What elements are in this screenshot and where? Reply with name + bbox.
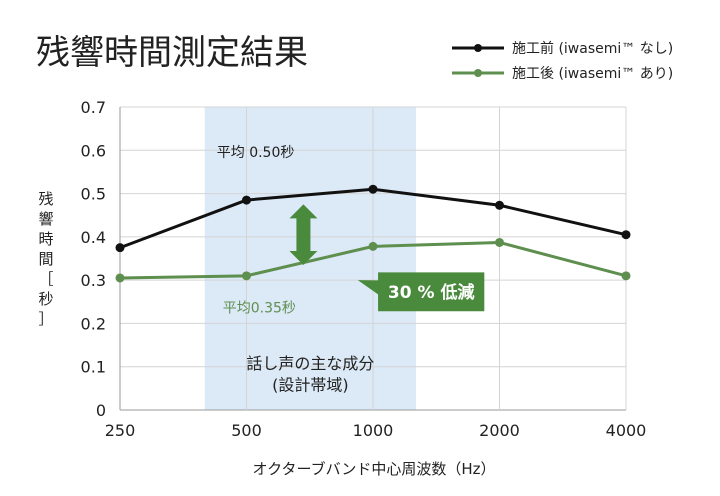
x-tick-label: 4000 bbox=[606, 421, 647, 440]
band-label-line2: (設計帯域) bbox=[272, 376, 349, 395]
reduction-double-arrow bbox=[289, 204, 318, 265]
x-ticks: 250 500 1000 2000 4000 bbox=[105, 421, 647, 440]
y-axis-label-char: 時 bbox=[38, 230, 53, 248]
band-label-line1: 話し声の主な成分 bbox=[246, 354, 374, 373]
y-tick-label: 0.1 bbox=[81, 358, 106, 377]
reduction-badge bbox=[357, 272, 485, 312]
data-point bbox=[115, 273, 125, 283]
series-group bbox=[115, 184, 631, 283]
y-tick-label: 0.4 bbox=[81, 228, 106, 247]
y-axis-label-char: 残 bbox=[38, 190, 53, 208]
data-point bbox=[621, 271, 631, 281]
legend-label-before: 施工前 (iwasemi™ なし) bbox=[512, 40, 673, 57]
data-point bbox=[621, 230, 631, 240]
y-axis-label-char: 響 bbox=[38, 210, 53, 228]
data-point bbox=[368, 241, 378, 251]
data-point bbox=[368, 184, 378, 194]
y-ticks: 0 0.1 0.2 0.3 0.4 0.5 0.6 0.7 bbox=[81, 98, 106, 420]
data-point bbox=[242, 195, 251, 205]
chart-title: 残響時間測定結果 bbox=[36, 33, 308, 73]
data-point bbox=[242, 271, 251, 281]
x-tick-label: 1000 bbox=[353, 421, 394, 440]
x-tick-label: 500 bbox=[231, 421, 262, 440]
reduction-badge-label: 30 % 低減 bbox=[388, 282, 475, 303]
design-band bbox=[204, 107, 417, 410]
x-tick-label: 2000 bbox=[479, 421, 520, 440]
average-before-label: 平均 0.50秒 bbox=[217, 145, 295, 161]
y-axis-label-char: 秒 bbox=[38, 290, 53, 308]
y-tick-label: 0 bbox=[96, 401, 106, 420]
y-axis-label-char: ］ bbox=[38, 310, 53, 328]
average-after-label: 平均0.35秒 bbox=[223, 301, 296, 317]
y-tick-label: 0.3 bbox=[81, 271, 106, 290]
x-axis-label: オクターブバンド中心周波数（Hz） bbox=[252, 460, 495, 478]
y-tick-label: 0.6 bbox=[81, 141, 106, 160]
y-tick-label: 0.5 bbox=[81, 185, 106, 204]
data-point bbox=[495, 237, 504, 247]
legend: 施工前 (iwasemi™ なし) 施工後 (iwasemi™ あり) bbox=[452, 40, 673, 82]
y-axis-label-char: 間 bbox=[38, 250, 53, 268]
legend-marker-after bbox=[474, 69, 482, 77]
data-point bbox=[495, 200, 504, 210]
y-axis-label-char: ［ bbox=[38, 270, 53, 288]
legend-label-after: 施工後 (iwasemi™ あり) bbox=[512, 66, 673, 82]
x-tick-label: 250 bbox=[105, 421, 136, 440]
y-axis-label: 残響時間 ［ 秒 ］ bbox=[38, 190, 53, 328]
legend-marker-before bbox=[474, 44, 482, 52]
y-tick-label: 0.2 bbox=[81, 314, 106, 333]
grid bbox=[119, 106, 627, 411]
data-point bbox=[115, 243, 125, 253]
y-tick-label: 0.7 bbox=[81, 98, 106, 117]
